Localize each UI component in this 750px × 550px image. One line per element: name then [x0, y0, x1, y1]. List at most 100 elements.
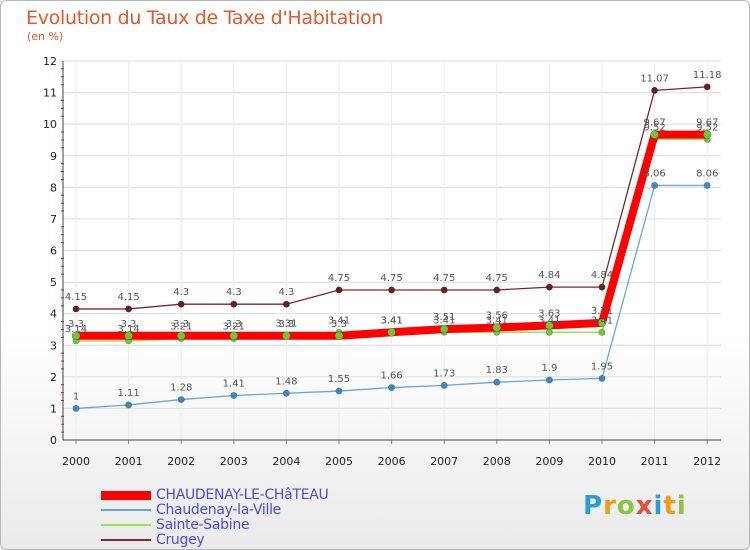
logo-letter: o — [616, 491, 636, 521]
data-label: 3.3 — [278, 319, 294, 330]
y-tick-label: 1 — [50, 402, 57, 415]
data-label: 3.41 — [486, 315, 508, 326]
data-label: 3.3 — [173, 319, 189, 330]
data-point — [545, 283, 553, 291]
data-label: 3.21 — [223, 322, 245, 333]
data-point — [335, 286, 343, 294]
y-tick-label: 9 — [50, 150, 57, 163]
data-label: 1.55 — [328, 374, 350, 385]
data-point — [176, 331, 186, 341]
data-label: 1.48 — [275, 376, 297, 387]
x-tick-label: 2008 — [483, 455, 511, 468]
data-label: 4.15 — [65, 292, 87, 303]
y-tick-label: 8 — [50, 181, 57, 194]
data-point — [598, 283, 606, 291]
data-point — [282, 331, 291, 341]
legend-swatch — [101, 539, 151, 541]
x-tick-label: 2005 — [325, 455, 353, 468]
x-tick-label: 2003 — [220, 455, 248, 468]
data-point — [124, 331, 133, 341]
logo-letter: i — [653, 491, 664, 521]
data-label: 3.3 — [121, 319, 137, 330]
data-point — [650, 130, 659, 139]
y-tick-label: 5 — [50, 276, 57, 289]
data-point — [388, 286, 396, 294]
data-label: 4.75 — [433, 273, 455, 284]
data-label: 3.3 — [226, 319, 242, 330]
data-label: 3.41 — [380, 315, 402, 326]
data-point — [125, 401, 133, 409]
legend-label: Crugey — [156, 532, 205, 548]
data-label: 9.52 — [696, 122, 718, 133]
data-label: 11.18 — [693, 70, 722, 81]
data-label: 9.67 — [696, 118, 718, 129]
data-label: 3.41 — [591, 315, 613, 326]
data-point — [492, 323, 502, 332]
logo-letter: x — [635, 491, 654, 521]
data-label: 3.31 — [275, 318, 297, 329]
y-tick-label: 12 — [43, 55, 57, 68]
logo-letter: t — [663, 491, 677, 521]
data-label: 4.75 — [380, 273, 402, 284]
x-tick-label: 2002 — [167, 455, 195, 468]
data-label: 3.41 — [328, 315, 350, 326]
x-tick-label: 2000 — [62, 455, 90, 468]
data-point — [493, 378, 501, 386]
y-tick-label: 4 — [50, 308, 57, 321]
data-label: 1.41 — [223, 378, 245, 389]
logo-letter: r — [603, 491, 617, 521]
y-tick-label: 6 — [50, 245, 57, 258]
data-label: 1.9 — [541, 363, 557, 374]
legend-label: Sainte-Sabine — [156, 517, 250, 533]
data-label: 1.28 — [170, 383, 192, 394]
x-tick-label: 2011 — [641, 455, 669, 468]
legend-swatch — [101, 490, 151, 500]
data-label: 3.14 — [117, 324, 139, 335]
data-label: 3.56 — [486, 311, 508, 322]
data-point — [651, 181, 659, 189]
data-point — [125, 305, 133, 313]
data-label: 4.3 — [278, 287, 294, 298]
data-label: 3.3 — [68, 319, 84, 330]
legend-swatch — [101, 524, 151, 526]
data-point — [229, 331, 239, 341]
data-point — [334, 331, 344, 341]
data-label: 3.3 — [331, 319, 347, 330]
logo-letter: i — [676, 491, 687, 521]
data-point — [651, 86, 659, 94]
legend-label: CHAUDENAY-LE-CHâTEAU — [156, 487, 329, 503]
x-tick-label: 2010 — [588, 455, 616, 468]
data-label: 3.41 — [538, 315, 560, 326]
data-point — [439, 324, 449, 334]
legend-swatch — [101, 509, 151, 511]
data-label: 1.66 — [380, 371, 402, 382]
data-point — [282, 300, 290, 308]
data-label: 3.41 — [380, 315, 402, 326]
data-label: 4.75 — [486, 273, 508, 284]
data-label: 1 — [73, 391, 79, 402]
data-label: 3.51 — [433, 312, 455, 323]
data-point — [702, 130, 712, 139]
data-point — [282, 389, 290, 397]
data-label: 3.21 — [170, 322, 192, 333]
x-tick-label: 2007 — [430, 455, 458, 468]
data-label: 4.84 — [591, 270, 613, 281]
y-tick-label: 2 — [50, 371, 57, 384]
data-point — [703, 181, 711, 189]
chart-subtitle: (en %) — [27, 30, 64, 43]
data-label: 11.07 — [640, 73, 669, 84]
data-label: 4.75 — [328, 273, 350, 284]
data-point — [177, 396, 185, 404]
data-point — [72, 305, 80, 313]
data-point — [388, 384, 396, 392]
data-label: 3.71 — [591, 306, 613, 317]
series-layer — [71, 83, 712, 412]
y-tick-label: 10 — [43, 118, 57, 131]
data-label: 8.06 — [643, 168, 665, 179]
data-label: 3.14 — [65, 324, 87, 335]
data-label: 4.84 — [538, 270, 560, 281]
data-label: 9.67 — [643, 118, 665, 129]
data-labels-layer: 4.15 4.15 4.3 4.3 4.3 4.75 4.75 4.75 4.75 4.84 4.8… — [65, 70, 722, 403]
